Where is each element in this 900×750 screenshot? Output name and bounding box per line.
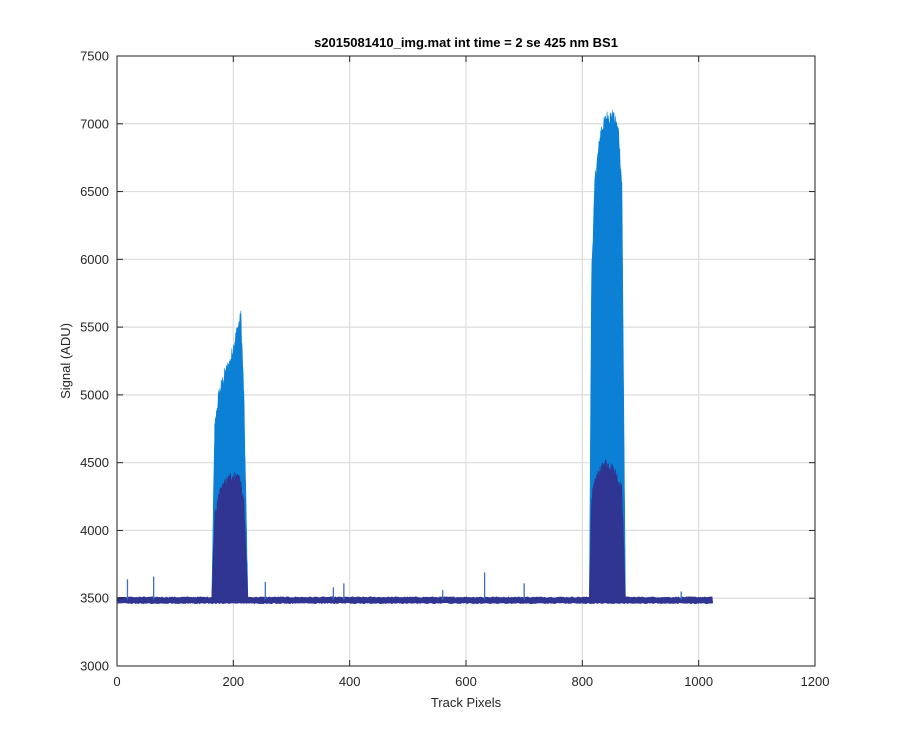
signal-peak-series-2 [589, 459, 626, 600]
x-tick-label: 1000 [684, 674, 713, 689]
y-tick-label: 5000 [80, 387, 109, 402]
y-tick-label: 3500 [80, 591, 109, 606]
y-tick-label: 4500 [80, 455, 109, 470]
y-tick-label: 4000 [80, 523, 109, 538]
x-tick-label: 0 [113, 674, 120, 689]
baseline-noise-band [117, 596, 714, 605]
x-tick-label: 400 [339, 674, 361, 689]
x-tick-label: 800 [571, 674, 593, 689]
y-tick-label: 3000 [80, 659, 109, 674]
signal-peak-series-2 [211, 472, 249, 600]
x-tick-label: 600 [455, 674, 477, 689]
y-tick-label: 5500 [80, 320, 109, 335]
data-layer [117, 109, 714, 605]
y-tick-label: 7500 [80, 49, 109, 64]
y-tick-label: 7000 [80, 116, 109, 131]
axis-ticks: 0 200 400 600 800 1000 1200 3000 3500 4000 4500 500… [80, 49, 829, 690]
chart-title: s2015081410_img.mat int time = 2 se 425 … [314, 35, 618, 50]
y-tick-label: 6500 [80, 184, 109, 199]
x-tick-label: 1200 [801, 674, 830, 689]
x-axis-label: Track Pixels [431, 695, 502, 710]
y-tick-label: 6000 [80, 252, 109, 267]
x-tick-label: 200 [222, 674, 244, 689]
y-axis-label: Signal (ADU) [58, 323, 73, 399]
